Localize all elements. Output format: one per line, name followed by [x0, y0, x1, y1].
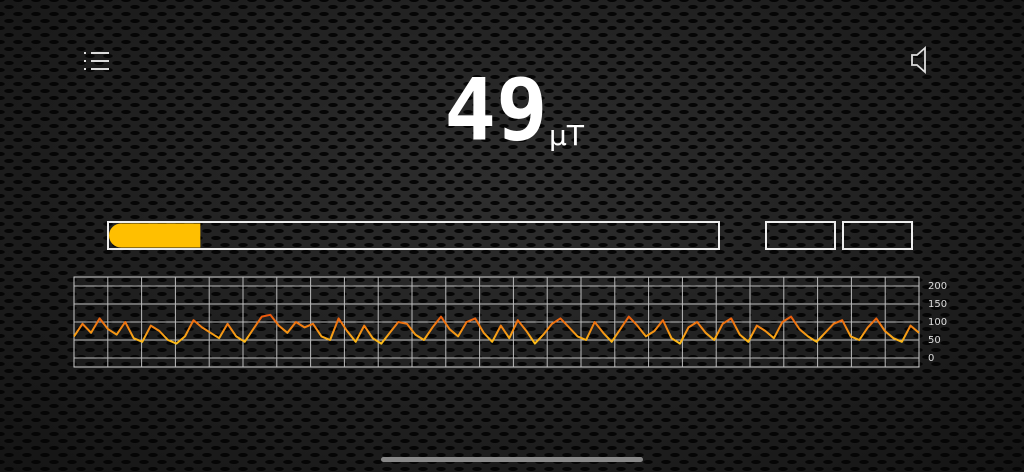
- gauge-frame: [107, 221, 720, 250]
- home-indicator: [381, 457, 643, 462]
- y-tick-label: 50: [928, 335, 941, 346]
- gauge-fill: [109, 223, 201, 248]
- y-tick-label: 0: [928, 353, 934, 364]
- reading-value: 49: [444, 60, 548, 160]
- reading-unit: µT: [549, 119, 585, 152]
- signal-line: [73, 313, 920, 345]
- sound-icon[interactable]: [911, 46, 926, 74]
- y-tick-label: 150: [928, 299, 947, 310]
- y-tick-label: 200: [928, 281, 947, 292]
- menu-icon[interactable]: [84, 52, 109, 70]
- box-left: [765, 221, 836, 250]
- box-right: [842, 221, 913, 250]
- y-tick-label: 100: [928, 317, 947, 328]
